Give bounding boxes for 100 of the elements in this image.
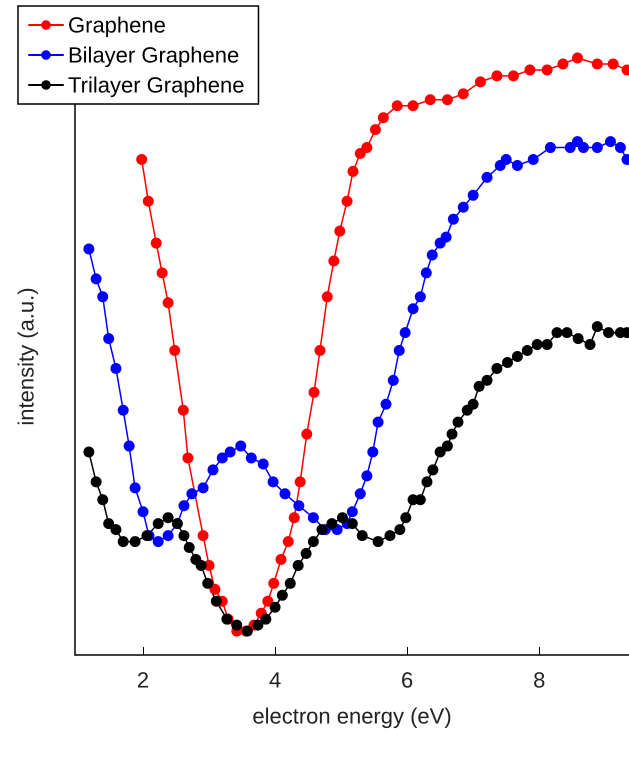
point [544, 142, 556, 154]
point [426, 250, 438, 261]
point [83, 244, 94, 255]
point [268, 578, 280, 589]
point [308, 386, 320, 398]
point [314, 345, 326, 356]
point [224, 446, 236, 458]
point [408, 303, 419, 314]
point [346, 506, 358, 518]
point [276, 554, 287, 565]
point [380, 398, 392, 410]
point [512, 160, 523, 171]
point [246, 452, 257, 464]
point [262, 596, 274, 607]
point [198, 530, 209, 542]
point [408, 100, 419, 112]
point [152, 536, 164, 548]
point [288, 512, 300, 524]
point [388, 374, 399, 386]
point [468, 190, 479, 201]
point [110, 362, 122, 374]
point [482, 172, 493, 183]
point [334, 226, 346, 237]
point [361, 142, 372, 154]
point [361, 470, 372, 482]
point [294, 476, 306, 488]
point [130, 482, 141, 494]
point [608, 58, 619, 70]
point [572, 52, 583, 64]
point [491, 70, 502, 82]
point [186, 488, 198, 500]
point [474, 76, 486, 88]
point [592, 58, 603, 70]
point [394, 345, 405, 356]
x-tick-label: 2 [136, 668, 150, 692]
point [209, 584, 220, 595]
x-axis-title: electron energy (eV) [252, 704, 452, 728]
point [162, 530, 174, 542]
point [308, 512, 319, 524]
point [448, 214, 459, 225]
legend-label: Bilayer Graphene [68, 42, 240, 68]
point [138, 506, 149, 518]
point [258, 458, 269, 470]
point [103, 333, 114, 344]
point [282, 536, 294, 548]
point [367, 446, 378, 458]
point [458, 202, 469, 213]
point [208, 464, 219, 476]
point [424, 94, 436, 106]
point [216, 452, 228, 464]
point [322, 291, 333, 302]
point [198, 482, 209, 494]
point [542, 64, 553, 76]
point [118, 404, 129, 416]
point [458, 88, 469, 100]
point [578, 142, 589, 154]
point [500, 154, 512, 165]
point [328, 255, 340, 266]
point [392, 100, 403, 112]
point [372, 416, 384, 428]
point [301, 428, 312, 440]
point [442, 94, 453, 106]
point [279, 488, 290, 500]
point [378, 112, 389, 124]
point [508, 70, 519, 82]
legend-label: Graphene [68, 12, 166, 38]
point [90, 273, 102, 284]
point [156, 267, 168, 278]
point [592, 142, 603, 154]
point [162, 297, 174, 308]
point [97, 291, 108, 302]
point [354, 488, 366, 500]
point [557, 58, 568, 70]
point [414, 291, 426, 302]
point [420, 267, 432, 278]
point [605, 136, 616, 148]
point [182, 452, 194, 464]
point [136, 154, 148, 165]
point [614, 142, 626, 154]
x-tick-label: 4 [268, 668, 282, 692]
point [440, 232, 452, 243]
point [235, 440, 246, 452]
y-axis-title: intensity (a.u.) [14, 287, 38, 426]
point [342, 196, 353, 207]
x-tick-label: 6 [401, 668, 414, 692]
point [169, 345, 180, 356]
point [400, 327, 411, 338]
point [293, 500, 304, 512]
point [528, 154, 539, 165]
point [564, 142, 576, 154]
point [370, 124, 381, 136]
point [348, 166, 358, 177]
point [178, 500, 190, 512]
point [268, 476, 279, 488]
point [178, 404, 189, 416]
point [524, 64, 536, 76]
point [142, 196, 154, 207]
legend-label: Trilayer Graphene [68, 72, 244, 98]
point [150, 238, 162, 249]
point [124, 440, 135, 452]
